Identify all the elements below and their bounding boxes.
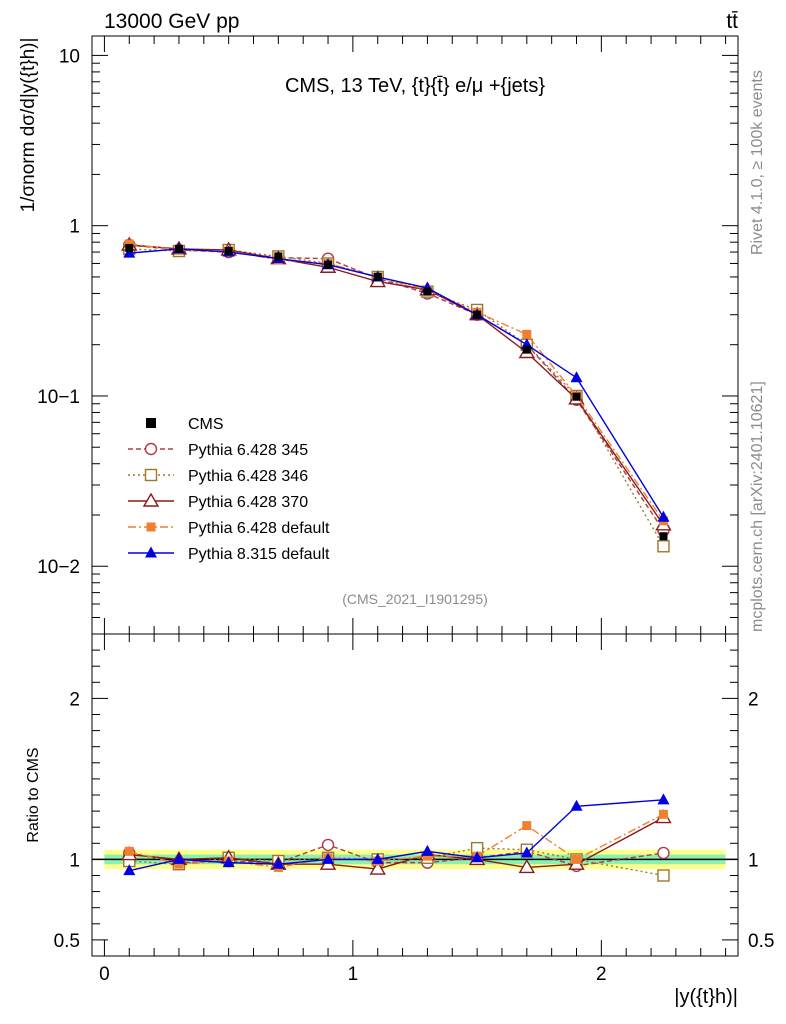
ratio-line-1 [129,847,664,877]
ratio-tick-label-2: 2 [69,689,80,710]
ratio-4-point [657,793,670,805]
ratio-4-point [570,799,583,811]
legend-marker-1 [144,468,158,482]
ratio-4-point [371,852,384,864]
ratio-0-point [321,838,335,852]
ratio-3-point [174,859,184,869]
series-4-point [123,246,136,258]
data-point [473,310,482,319]
process-label: tt̄ [726,10,738,33]
y-axis-label-main: 1/σnorm dσ/d|y({t}h)| [18,38,39,213]
data-point [174,244,183,253]
legend-marker-4 [145,546,157,558]
ratio-tick-label-1: 1 [69,850,80,871]
ratio-4-point [520,846,533,858]
ratio-panel-frame [91,633,739,957]
chart-title: CMS, 13 TeV, {t}{t̄} e/μ +{jets} [285,75,545,97]
legend-marker-2 [142,492,160,507]
ratio-4-point [123,864,136,876]
ratio-3-point [124,846,134,856]
analysis-id: (CMS_2021_I1901295) [342,591,488,607]
legend-label-data: CMS [188,416,224,433]
ratio-4-point [272,857,285,869]
x-axis-label: |y({t}h)| [674,986,738,1008]
ratio-2-point [518,859,536,874]
series-4-point [570,371,583,383]
x-tick-label-0: 0 [99,964,110,985]
series-4-point [657,510,670,522]
series-3-point [522,329,532,339]
ratio-4-point [421,844,434,856]
ratio-tick-label-2-right: 2 [748,689,759,710]
data-point [522,345,531,354]
legend-label-series-4: Pythia 8.315 default [188,546,330,563]
ratio-4-point [322,852,335,864]
series-1-point [657,540,670,553]
legend-marker-3 [146,522,156,532]
y-tick-label-10: 10 [59,46,80,67]
data-point [659,532,668,541]
ratio-3-point [422,851,432,861]
x-tick-label-1: 1 [348,964,359,985]
rivet-version-label: Rivet 4.1.0, ≥ 100k events [749,70,766,255]
mcplots-label: mcplots.cern.ch [arXiv:2401.10621] [749,381,766,632]
data-point [324,260,333,269]
ratio-3-point [522,821,532,831]
energy-label: 13000 GeV pp [104,10,239,33]
x-tick-label-2: 2 [596,964,607,985]
data-point [125,243,134,252]
ratio-3-point [658,809,668,819]
ratio-tick-label-0p5-right: 0.5 [748,931,774,952]
ratio-1-point [657,869,670,882]
data-point [423,287,432,296]
ratio-4-point [222,856,235,868]
data-point [274,252,283,261]
data-point [373,272,382,281]
legend-marker-data [146,418,156,428]
ratio-4-point [471,851,484,863]
legend-label-series-1: Pythia 6.428 346 [188,468,308,485]
ratio-3-point [572,854,581,864]
legend-marker-0 [144,442,158,456]
ratio-4-point [172,852,185,864]
y-axis-label-ratio: Ratio to CMS [25,747,42,842]
y-tick-label-0p01: 10−2 [37,557,80,578]
ratio-0-point [657,846,670,860]
ratio-2-point [369,860,386,875]
legend: CMS Pythia 6.428 345 Pythia 6.428 346 Py… [128,416,330,563]
ratio-tick-label-1-right: 1 [748,850,759,871]
legend-label-series-0: Pythia 6.428 345 [188,442,308,459]
legend-label-series-2: Pythia 6.428 370 [188,494,308,511]
ratio-tick-label-0p5: 0.5 [54,931,80,952]
data-point [572,392,581,401]
y-tick-label-1: 1 [69,217,80,238]
main-panel-frame [91,35,739,635]
legend-label-series-3: Pythia 6.428 default [188,520,330,537]
y-tick-label-0p1: 10−1 [37,387,80,408]
data-point [224,247,233,256]
